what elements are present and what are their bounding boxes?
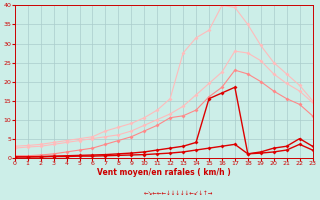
X-axis label: Vent moyen/en rafales ( km/h ): Vent moyen/en rafales ( km/h ) — [97, 168, 230, 177]
Text: ←↘←←←↓↓↓↓↓←↙↓↑→: ←↘←←←↓↓↓↓↓←↙↓↑→ — [144, 191, 213, 196]
